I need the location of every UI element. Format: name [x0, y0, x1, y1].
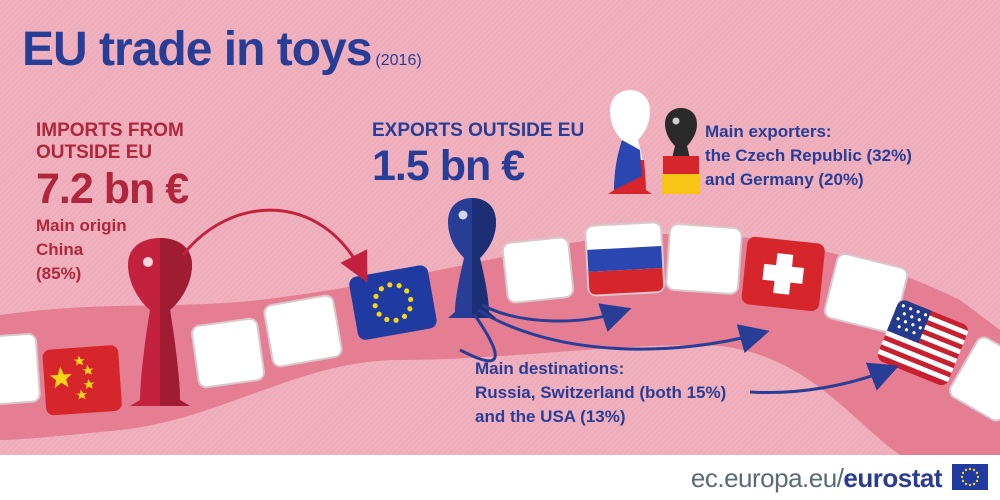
- destinations-line: and the USA (13%): [475, 407, 626, 426]
- tile: [191, 317, 265, 389]
- russia-flag-icon: [584, 221, 666, 297]
- czech-pawn-icon: [608, 90, 652, 194]
- page-title: EU trade in toys (2016): [22, 22, 422, 77]
- title-text: EU trade in toys: [22, 23, 372, 76]
- exports-value: 1.5 bn €: [372, 142, 525, 190]
- red-pawn-icon: [128, 238, 192, 406]
- china-flag-icon: [42, 344, 123, 416]
- tile: [0, 332, 41, 406]
- imports-origin-line: China: [36, 240, 84, 259]
- tile: [501, 236, 575, 304]
- exporters-line: Main exporters:: [705, 122, 832, 141]
- arrow-icon: [181, 208, 368, 283]
- tile: [665, 223, 743, 295]
- exporters-line: the Czech Republic (32%): [705, 146, 912, 165]
- switzerland-flag-icon: [741, 236, 825, 311]
- imports-label: IMPORTS FROM OUTSIDE EU: [36, 120, 184, 163]
- main-exporters: Main exporters: the Czech Republic (32%)…: [705, 120, 995, 192]
- board-tiles: [0, 221, 1000, 422]
- title-year: (2016): [375, 52, 422, 69]
- eu-flag-icon: [349, 265, 437, 340]
- tile: [263, 294, 343, 368]
- exports-label: EXPORTS OUTSIDE EU: [372, 120, 585, 141]
- arrow-icon: [477, 308, 770, 354]
- footer: ec.europa.eu/eurostat: [0, 455, 1000, 500]
- destinations-line: Russia, Switzerland (both 15%): [475, 383, 727, 402]
- imports-origin-line: Main origin: [36, 216, 127, 235]
- footer-url-prefix: ec.europa.eu/: [690, 463, 844, 493]
- arrow-icon: [459, 313, 497, 363]
- tile: [948, 336, 1000, 422]
- imports-origin: Main origin China (85%): [36, 214, 156, 286]
- exporters-line: and Germany (20%): [705, 170, 864, 189]
- german-pawn-icon: [662, 108, 700, 194]
- main-destinations: Main destinations: Russia, Switzerland (…: [475, 357, 775, 429]
- imports-origin-line: (85%): [36, 264, 82, 283]
- footer-brand: eurostat: [843, 463, 942, 493]
- arrow-icon: [481, 303, 632, 332]
- arrow-icon: [749, 362, 900, 394]
- board-illustration: [0, 90, 1000, 455]
- destinations-line: Main destinations:: [475, 359, 625, 378]
- imports-value: 7.2 bn €: [36, 165, 189, 213]
- footer-link[interactable]: ec.europa.eu/eurostat: [690, 463, 943, 494]
- eu-flag-icon: [952, 464, 988, 490]
- blue-pawn-icon: [448, 198, 496, 318]
